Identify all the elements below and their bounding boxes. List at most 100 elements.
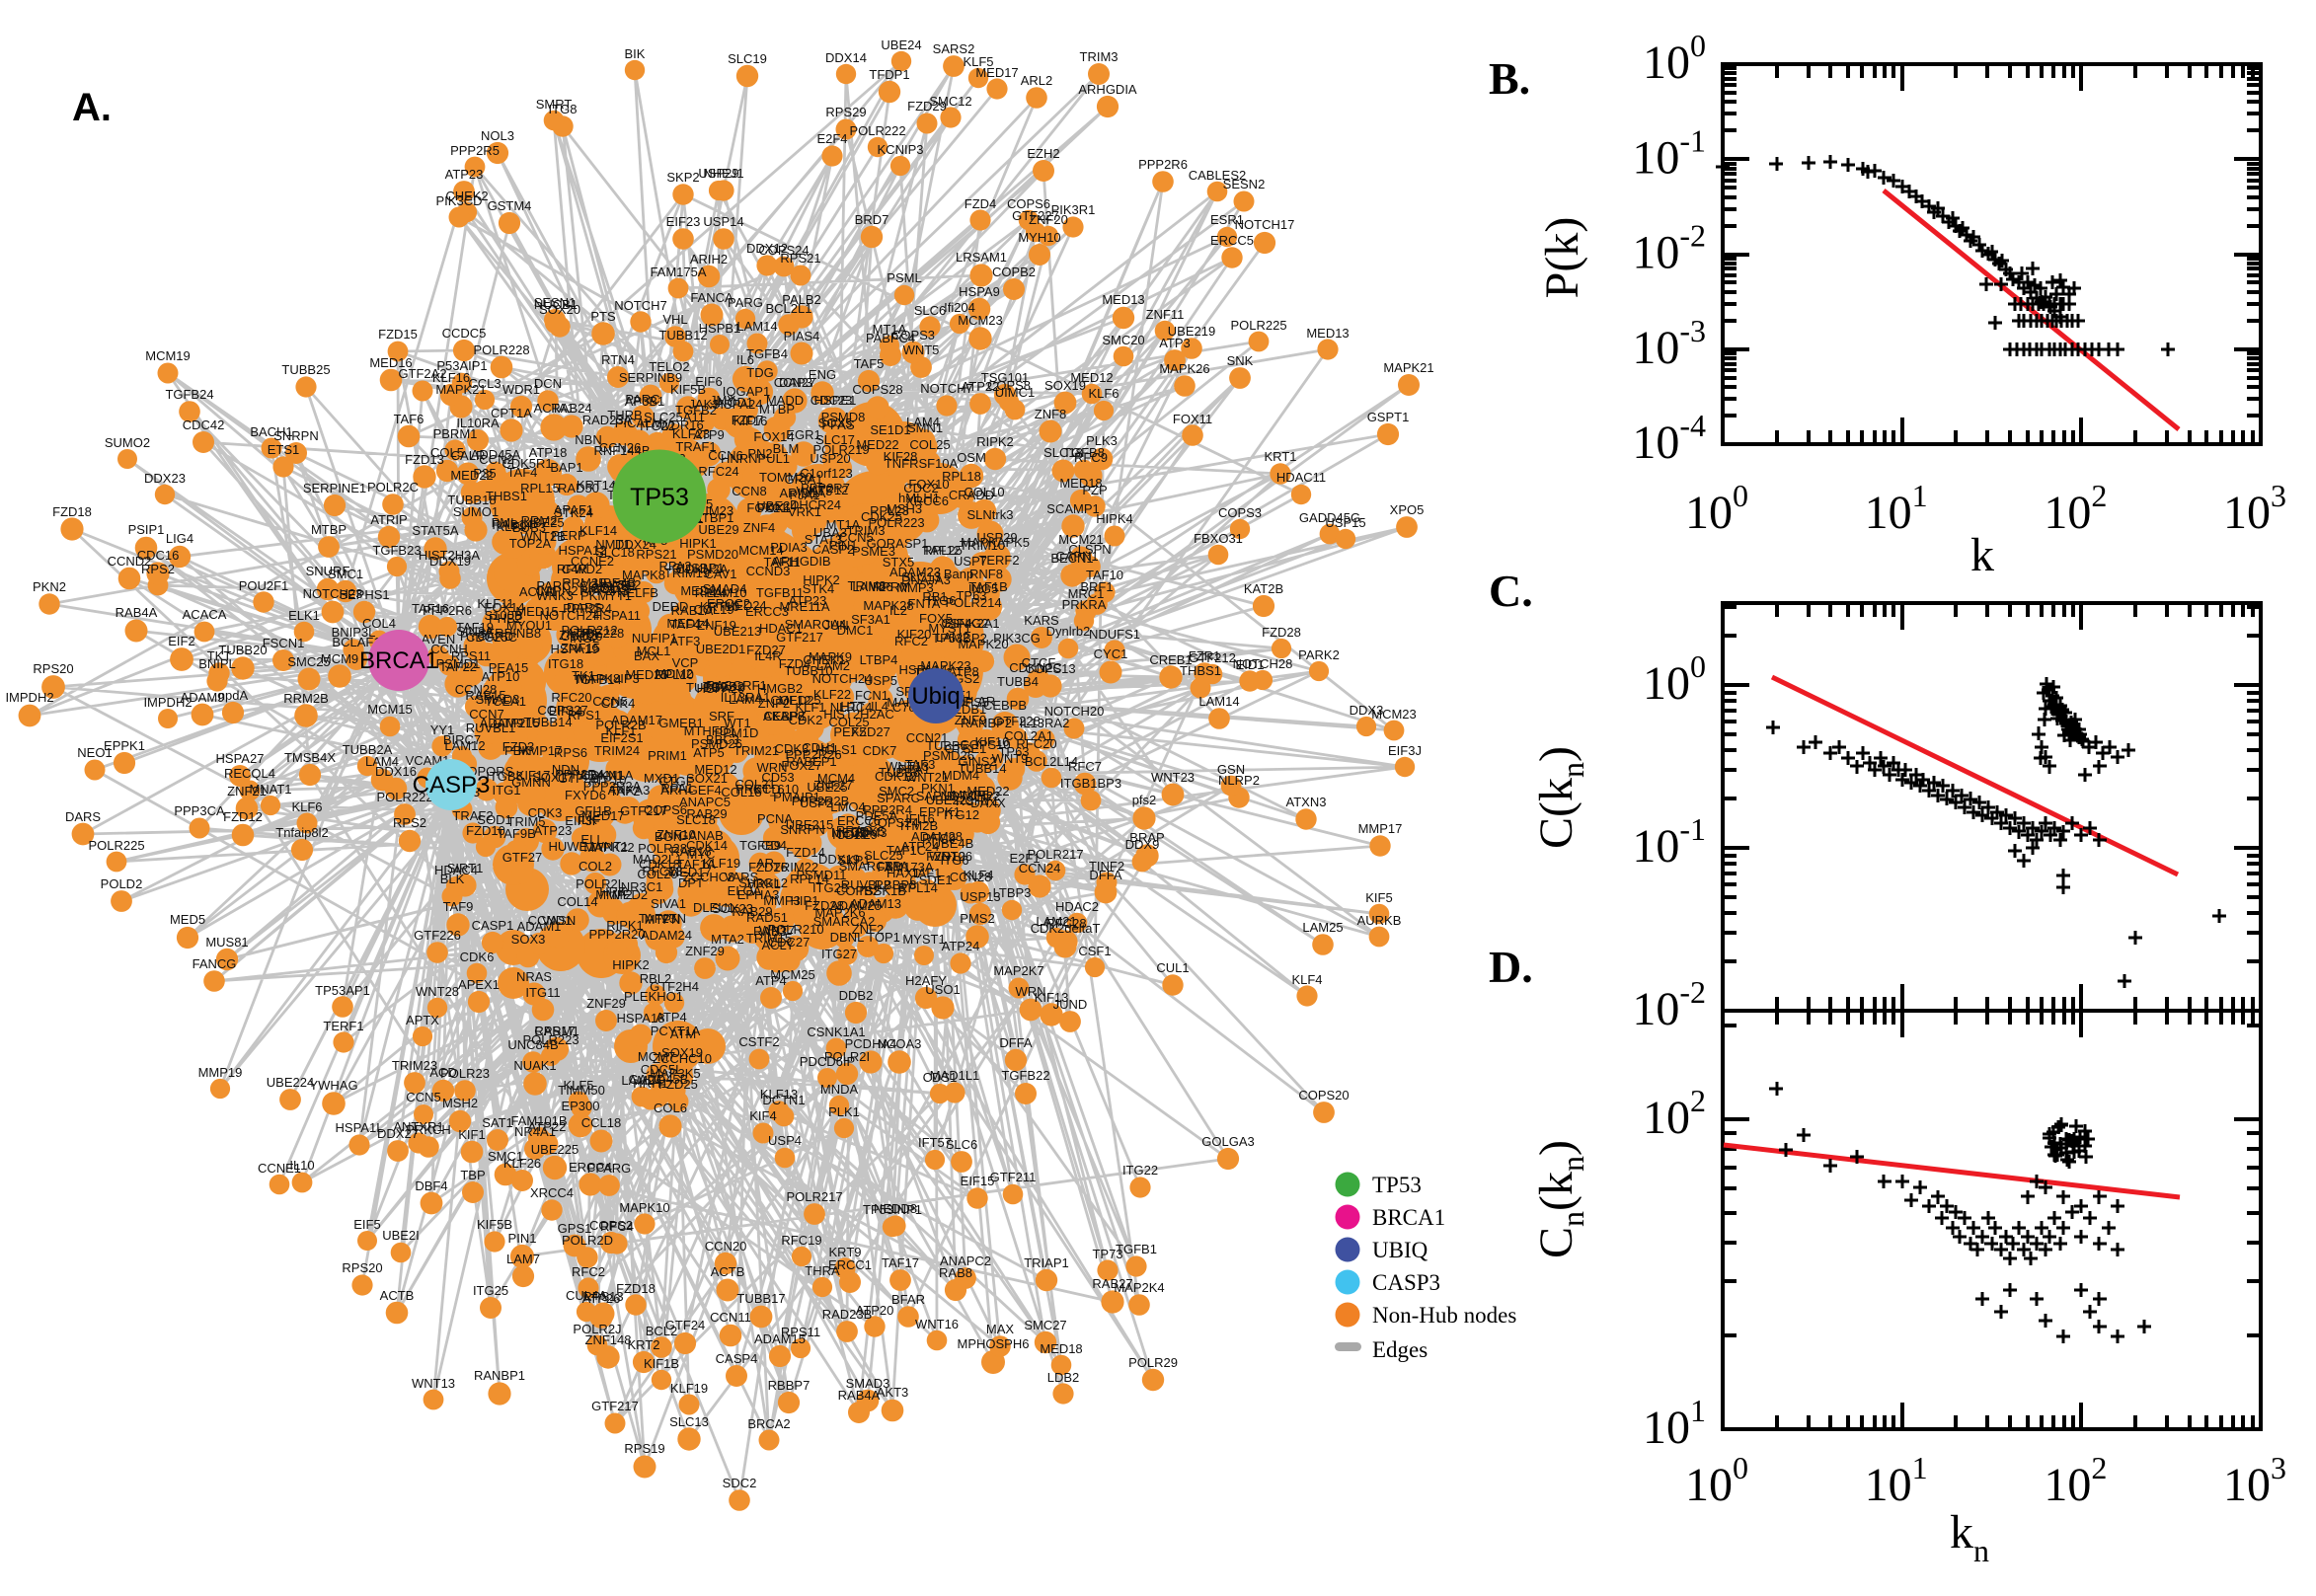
svg-text:MYST1: MYST1 — [902, 932, 945, 947]
svg-text:ETS1: ETS1 — [268, 442, 300, 457]
svg-text:KCNIP3: KCNIP3 — [878, 142, 924, 157]
svg-text:GSPT1: GSPT1 — [1367, 410, 1410, 424]
svg-text:FOX1: FOX1 — [757, 500, 791, 515]
svg-text:POLR225: POLR225 — [88, 838, 144, 853]
svg-text:GOLGA3: GOLGA3 — [1201, 1134, 1254, 1149]
svg-text:ATP24: ATP24 — [942, 939, 980, 953]
svg-text:HIP1: HIP1 — [791, 893, 819, 908]
svg-text:ATP22: ATP22 — [528, 1119, 567, 1134]
svg-text:RFWD2: RFWD2 — [557, 562, 602, 576]
svg-text:PIN1: PIN1 — [508, 1231, 537, 1246]
svg-text:GTF226: GTF226 — [414, 928, 461, 943]
svg-text:TRIM10: TRIM10 — [960, 538, 1005, 553]
svg-text:CCN20: CCN20 — [705, 1239, 747, 1254]
svg-text:TFDP1: TFDP1 — [869, 67, 909, 82]
svg-text:MSH3: MSH3 — [887, 501, 922, 516]
svg-text:ITG1: ITG1 — [493, 783, 521, 798]
svg-text:FZD12: FZD12 — [223, 809, 263, 824]
svg-text:SERPINB9: SERPINB9 — [619, 370, 682, 385]
svg-text:EIF3J: EIF3J — [1388, 743, 1422, 758]
svg-text:GORASP1: GORASP1 — [867, 536, 929, 551]
svg-text:GMEB1: GMEB1 — [658, 716, 704, 730]
svg-text:RPL15: RPL15 — [520, 481, 560, 495]
svg-text:POLR2C: POLR2C — [367, 480, 419, 494]
svg-text:COPS27: COPS27 — [537, 703, 587, 718]
svg-text:UBE213: UBE213 — [714, 624, 761, 639]
svg-text:POLR228: POLR228 — [473, 342, 529, 357]
svg-text:RAB29: RAB29 — [686, 806, 727, 821]
svg-text:UBE2D1: UBE2D1 — [696, 642, 746, 656]
svg-text:UBE225: UBE225 — [531, 1142, 579, 1157]
svg-text:C.: C. — [1489, 566, 1533, 616]
svg-text:XRCC4: XRCC4 — [530, 1185, 574, 1200]
svg-text:E2F4: E2F4 — [816, 131, 847, 146]
svg-text:CCN11: CCN11 — [710, 1310, 751, 1325]
svg-text:NOTCH7: NOTCH7 — [614, 298, 666, 313]
svg-text:MED21: MED21 — [680, 583, 723, 598]
svg-text:ITG18: ITG18 — [548, 656, 583, 671]
svg-text:RAD50: RAD50 — [558, 481, 599, 495]
svg-text:BCL2L14: BCL2L14 — [1025, 754, 1078, 769]
svg-text:A.: A. — [72, 86, 112, 129]
svg-text:HSPA9: HSPA9 — [959, 284, 1000, 299]
svg-text:TUBB4: TUBB4 — [997, 674, 1039, 689]
svg-text:COL25: COL25 — [909, 437, 950, 452]
svg-text:SOX21: SOX21 — [686, 771, 728, 786]
svg-text:ITG17: ITG17 — [832, 827, 868, 842]
svg-text:VRK1: VRK1 — [747, 876, 781, 891]
svg-text:ANXA3: ANXA3 — [608, 783, 651, 798]
svg-text:USP4: USP4 — [768, 1133, 802, 1148]
svg-text:RPS21: RPS21 — [780, 251, 820, 266]
svg-text:EIF2S1: EIF2S1 — [600, 730, 643, 745]
svg-text:ITG27: ITG27 — [821, 947, 857, 961]
svg-text:PRKRA: PRKRA — [1062, 597, 1107, 612]
svg-text:POLR225: POLR225 — [1230, 318, 1286, 333]
svg-text:RPS2: RPS2 — [393, 815, 426, 830]
svg-text:RB1: RB1 — [922, 589, 947, 604]
svg-text:WNT1: WNT1 — [592, 839, 629, 854]
svg-text:GTF217: GTF217 — [591, 1399, 639, 1413]
svg-text:COL14: COL14 — [557, 894, 597, 909]
svg-text:TOP1: TOP1 — [867, 930, 900, 945]
svg-text:ZNF4: ZNF4 — [743, 520, 776, 535]
svg-text:ATP23: ATP23 — [534, 823, 573, 838]
svg-text:RFC24: RFC24 — [698, 464, 738, 479]
svg-text:MCM15: MCM15 — [367, 702, 413, 717]
svg-text:FOX21: FOX21 — [746, 500, 787, 515]
svg-text:RAD51: RAD51 — [746, 910, 788, 925]
svg-text:KLF14: KLF14 — [579, 523, 617, 538]
svg-text:EIF23: EIF23 — [666, 214, 701, 229]
svg-text:PIK3CG: PIK3CG — [993, 631, 1041, 646]
svg-text:ADAM9: ADAM9 — [181, 690, 225, 705]
svg-text:MED17: MED17 — [975, 65, 1018, 80]
svg-text:IMPDH2: IMPDH2 — [5, 690, 53, 705]
svg-text:KLF4: KLF4 — [1291, 972, 1322, 987]
svg-text:MED17: MED17 — [668, 865, 711, 879]
svg-text:PIK3CD: PIK3CD — [436, 193, 483, 208]
svg-text:ZNF2: ZNF2 — [758, 696, 791, 711]
svg-text:BIK: BIK — [625, 46, 646, 61]
svg-text:UBIQ: UBIQ — [1372, 1238, 1428, 1262]
svg-text:RBL2: RBL2 — [640, 971, 672, 986]
svg-text:ADD45A: ADD45A — [471, 447, 521, 462]
svg-text:CUL1: CUL1 — [1156, 960, 1189, 975]
svg-text:RAB29: RAB29 — [732, 904, 772, 919]
svg-text:JUN: JUN — [823, 618, 848, 633]
svg-text:RFC28: RFC28 — [1045, 916, 1086, 931]
svg-text:TRIM24: TRIM24 — [594, 743, 640, 758]
svg-text:SAT1: SAT1 — [482, 1115, 513, 1130]
svg-text:TAF10: TAF10 — [1086, 568, 1123, 582]
svg-text:CSTF2: CSTF2 — [738, 1034, 779, 1049]
svg-text:FANCG: FANCG — [193, 956, 237, 971]
svg-text:TRIM8: TRIM8 — [848, 578, 887, 593]
svg-text:KRT1: KRT1 — [1265, 449, 1297, 464]
svg-text:PSMD26: PSMD26 — [923, 748, 974, 763]
svg-text:Tnfaip8l2: Tnfaip8l2 — [275, 825, 328, 840]
svg-text:MCM14: MCM14 — [738, 543, 784, 558]
svg-text:CDK3: CDK3 — [775, 741, 810, 756]
svg-text:MCM19: MCM19 — [145, 348, 191, 363]
svg-text:PICALM: PICALM — [615, 416, 662, 430]
svg-text:LTBP3: LTBP3 — [993, 885, 1032, 900]
svg-text:ATP23: ATP23 — [789, 593, 827, 608]
svg-text:RAB8: RAB8 — [939, 1265, 972, 1280]
